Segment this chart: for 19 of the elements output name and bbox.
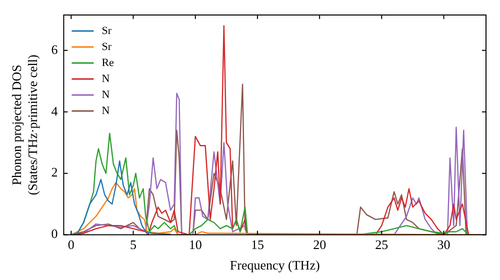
legend-label: Re [102, 56, 114, 69]
legend-label: Sr [102, 40, 112, 53]
y-tick-label: 0 [51, 226, 58, 242]
x-tick-label: 15 [250, 237, 264, 252]
x-axis-title: Frequency (THz) [230, 258, 320, 273]
legend-label: N [102, 104, 110, 117]
x-tick-label: 10 [188, 237, 202, 252]
x-tick-label: 20 [313, 237, 326, 252]
y-tick-label: 2 [51, 164, 58, 180]
x-tick-label: 5 [130, 237, 137, 252]
x-tick-label: 30 [437, 237, 450, 252]
x-tick-label: 25 [375, 237, 388, 252]
y-tick-label: 4 [51, 103, 58, 118]
y-tick-label: 6 [51, 42, 58, 57]
legend-label: N [102, 88, 110, 101]
legend-label: Sr [102, 24, 112, 37]
legend-label: N [102, 72, 110, 85]
x-tick-label: 0 [68, 237, 74, 252]
y-axis-title: Phonon projected DOS (States/THz·primitive cell) [9, 54, 40, 196]
